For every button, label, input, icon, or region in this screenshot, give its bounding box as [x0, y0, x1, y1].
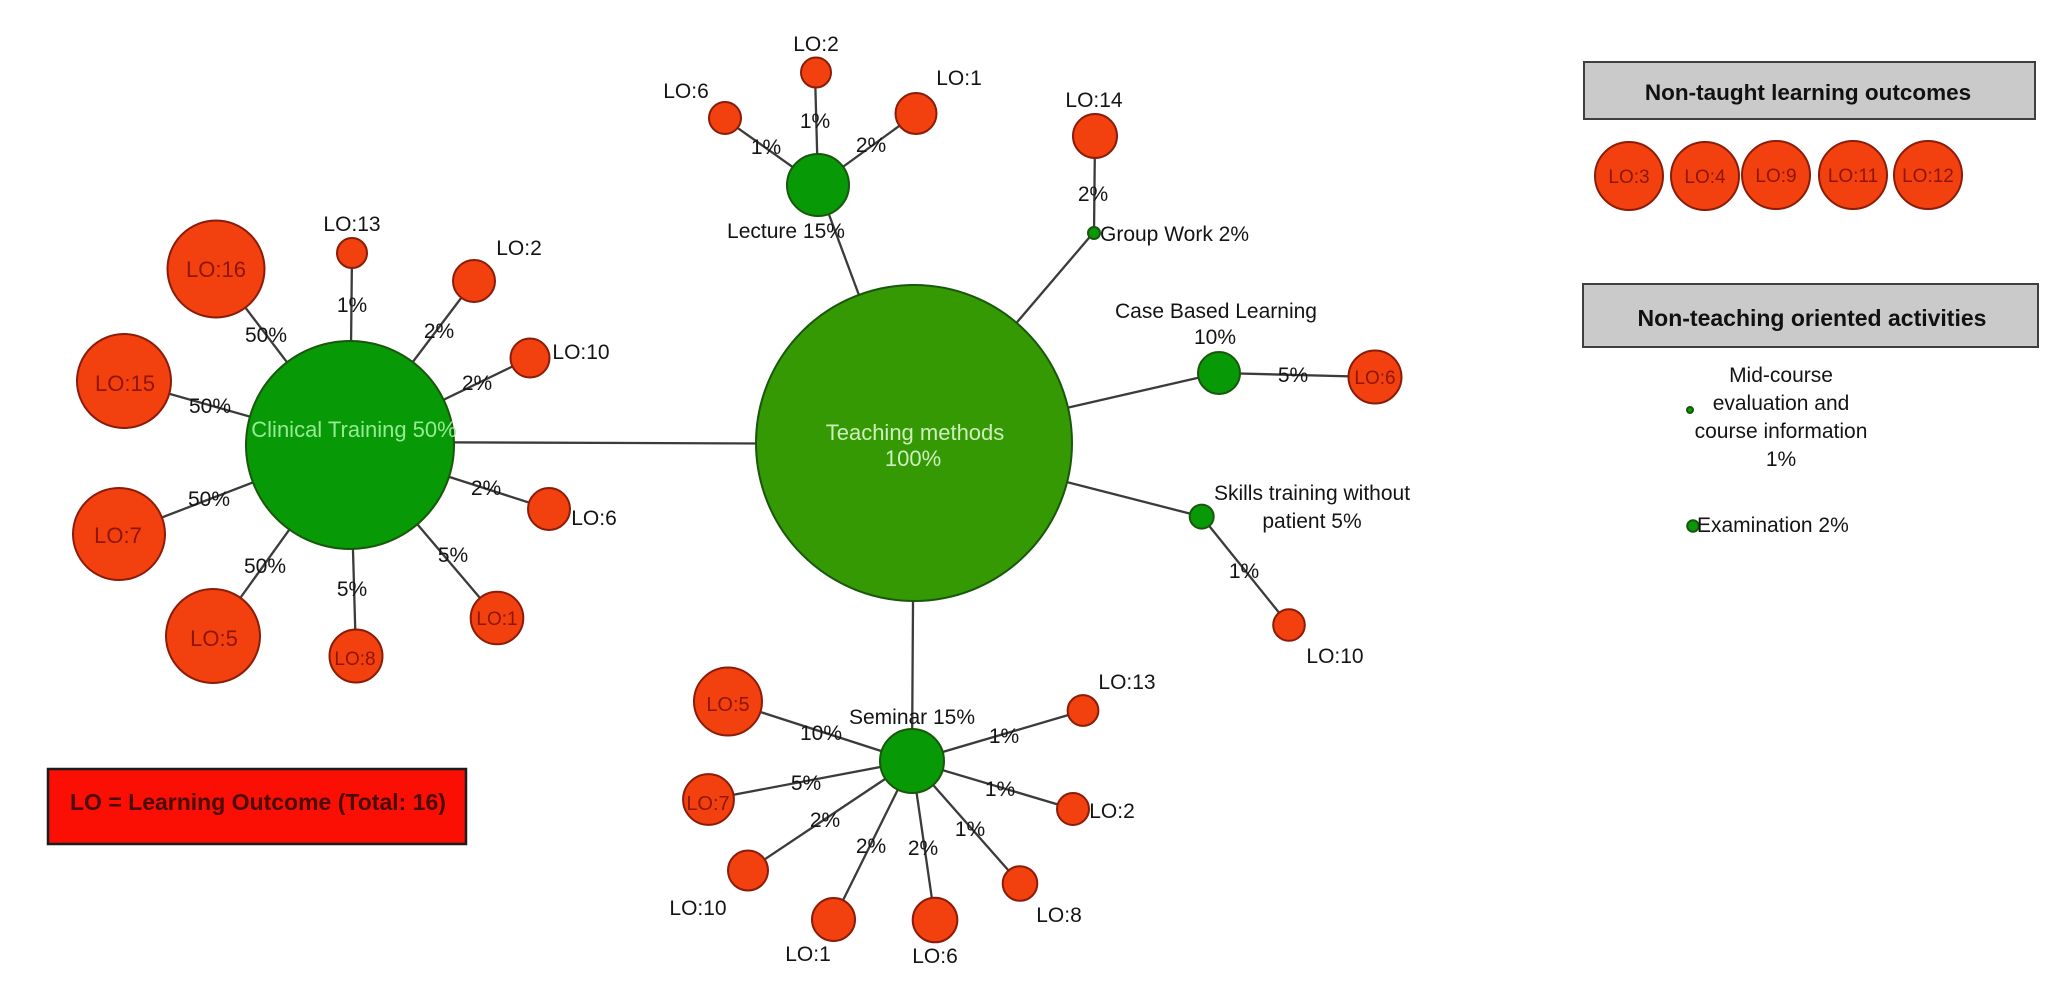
svg-text:Case Based Learning: Case Based Learning [1115, 300, 1317, 323]
svg-text:1%: 1% [955, 818, 985, 841]
svg-text:LO:1: LO:1 [936, 67, 982, 90]
svg-text:5%: 5% [438, 544, 468, 567]
svg-text:2%: 2% [471, 477, 501, 500]
svg-text:1%: 1% [337, 294, 367, 317]
svg-text:LO:6: LO:6 [912, 945, 958, 968]
svg-text:LO:7: LO:7 [686, 793, 729, 815]
svg-text:LO:16: LO:16 [186, 257, 246, 282]
svg-text:Skills training without: Skills training without [1214, 482, 1410, 505]
svg-text:5%: 5% [791, 772, 821, 795]
svg-text:Seminar 15%: Seminar 15% [849, 706, 975, 729]
svg-text:LO:12: LO:12 [1902, 166, 1954, 187]
svg-text:LO:11: LO:11 [1828, 166, 1878, 187]
svg-text:Mid-course: Mid-course [1729, 364, 1833, 387]
svg-text:2%: 2% [856, 134, 886, 157]
svg-text:LO:10: LO:10 [669, 897, 726, 920]
svg-text:LO:5: LO:5 [190, 626, 238, 651]
svg-text:LO:2: LO:2 [496, 237, 542, 260]
svg-text:Clinical Training 50%: Clinical Training 50% [251, 417, 456, 442]
svg-text:Non-teaching oriented activiti: Non-teaching oriented activities [1638, 305, 1987, 331]
svg-text:LO:5: LO:5 [706, 694, 749, 716]
svg-text:50%: 50% [189, 395, 231, 418]
svg-text:1%: 1% [800, 110, 830, 133]
svg-text:LO:13: LO:13 [1098, 671, 1155, 694]
svg-text:patient 5%: patient 5% [1262, 510, 1361, 533]
svg-text:Lecture 15%: Lecture 15% [727, 220, 845, 243]
svg-text:5%: 5% [1278, 364, 1308, 387]
svg-text:2%: 2% [1078, 183, 1108, 206]
svg-text:LO = Learning Outcome (Total:: LO = Learning Outcome (Total: 16) [70, 789, 446, 815]
svg-text:Group Work 2%: Group Work 2% [1100, 223, 1249, 246]
svg-text:2%: 2% [810, 809, 840, 832]
svg-text:50%: 50% [245, 324, 287, 347]
svg-text:10%: 10% [800, 722, 842, 745]
svg-text:LO:3: LO:3 [1608, 167, 1649, 188]
svg-text:2%: 2% [424, 320, 454, 343]
svg-text:LO:15: LO:15 [95, 371, 155, 396]
svg-text:LO:10: LO:10 [552, 341, 609, 364]
svg-text:50%: 50% [244, 555, 286, 578]
svg-text:LO:2: LO:2 [1089, 800, 1135, 823]
svg-text:1%: 1% [1229, 560, 1259, 583]
svg-text:2%: 2% [908, 837, 938, 860]
svg-text:5%: 5% [337, 578, 367, 601]
svg-text:LO:6: LO:6 [571, 507, 617, 530]
svg-text:Examination 2%: Examination 2% [1697, 514, 1849, 537]
svg-text:LO:10: LO:10 [1306, 645, 1363, 668]
svg-text:LO:14: LO:14 [1065, 89, 1123, 112]
svg-text:LO:1: LO:1 [476, 609, 517, 630]
svg-text:Non-taught learning outcomes: Non-taught learning outcomes [1645, 80, 1971, 105]
svg-text:100%: 100% [885, 446, 941, 471]
svg-text:Teaching methods: Teaching methods [826, 420, 1005, 445]
svg-text:course information: course information [1695, 420, 1868, 443]
svg-text:1%: 1% [985, 778, 1015, 801]
svg-text:LO:1: LO:1 [785, 943, 831, 966]
svg-text:LO:9: LO:9 [1755, 166, 1796, 187]
svg-text:LO:7: LO:7 [94, 523, 142, 548]
svg-text:LO:6: LO:6 [1354, 368, 1395, 389]
svg-text:LO:2: LO:2 [793, 33, 839, 56]
svg-text:LO:8: LO:8 [1036, 904, 1082, 927]
svg-text:10%: 10% [1194, 326, 1236, 349]
svg-text:2%: 2% [856, 835, 886, 858]
svg-text:LO:6: LO:6 [663, 80, 709, 103]
svg-text:50%: 50% [188, 488, 230, 511]
svg-text:1%: 1% [1766, 448, 1796, 471]
svg-text:LO:8: LO:8 [334, 649, 375, 670]
svg-text:evaluation and: evaluation and [1713, 392, 1850, 415]
svg-text:LO:4: LO:4 [1684, 167, 1726, 188]
svg-text:1%: 1% [989, 725, 1019, 748]
svg-text:1%: 1% [751, 136, 781, 159]
svg-text:LO:13: LO:13 [323, 213, 380, 236]
svg-text:2%: 2% [462, 372, 492, 395]
